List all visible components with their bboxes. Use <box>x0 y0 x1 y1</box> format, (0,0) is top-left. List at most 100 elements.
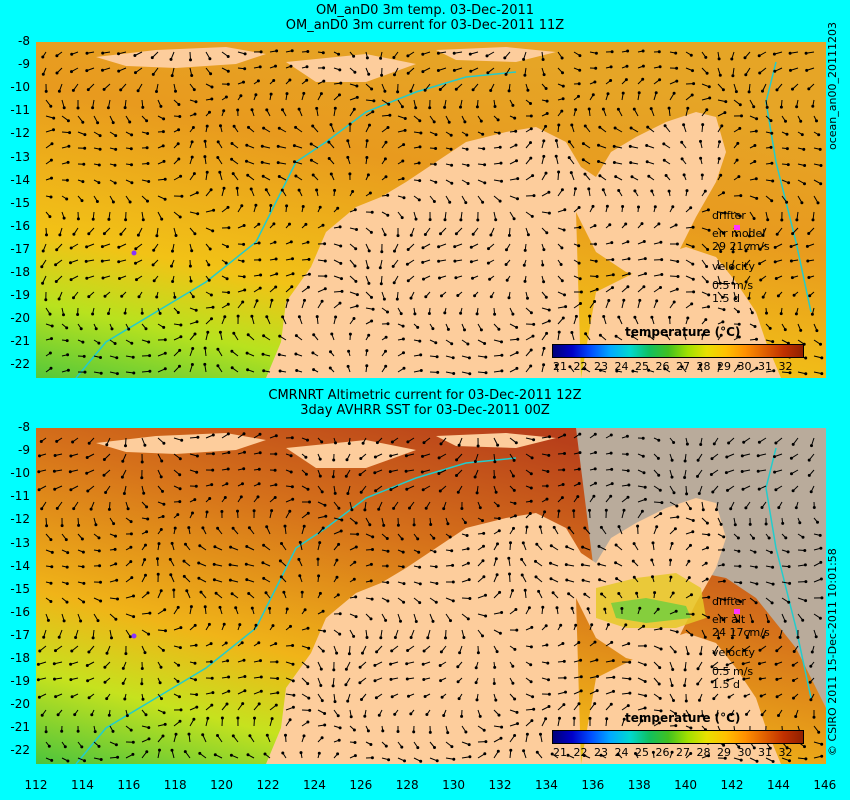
colorbar-tick-label: 31 <box>758 360 772 373</box>
current-vector-head <box>70 52 74 56</box>
current-vector-head <box>547 678 550 682</box>
current-vector-head <box>190 363 194 366</box>
current-vector-head <box>373 471 377 475</box>
current-vector-head <box>278 334 282 338</box>
current-vector-head <box>738 103 742 107</box>
current-vector-head <box>740 470 744 473</box>
current-vector-head <box>595 275 599 278</box>
current-vector-head <box>247 592 251 595</box>
current-vector-head <box>564 563 568 567</box>
current-vector-head <box>456 490 460 494</box>
current-vector-head <box>659 240 663 244</box>
current-vector-head <box>509 541 512 545</box>
current-vector-head <box>516 177 520 181</box>
current-vector-head <box>492 682 496 685</box>
current-vector-head <box>544 624 548 628</box>
current-vector-head <box>819 342 822 346</box>
current-vector-head <box>794 312 798 316</box>
current-vector-head <box>38 454 41 458</box>
current-vector-head <box>229 545 233 549</box>
current-vector-head <box>114 743 118 747</box>
current-vector-head <box>560 188 564 192</box>
current-vector-head <box>265 315 269 319</box>
current-vector-head <box>680 365 684 369</box>
current-vector-head <box>161 130 165 134</box>
current-vector-head <box>468 755 472 759</box>
current-vector-head <box>289 240 293 244</box>
current-vector-head <box>499 736 503 740</box>
current-vector-head <box>438 88 442 91</box>
current-vector-head <box>593 467 597 471</box>
current-vector-head <box>161 489 164 493</box>
current-vector-head <box>690 593 693 597</box>
lon-tick-label: 134 <box>534 778 558 792</box>
current-vector-head <box>675 504 679 508</box>
current-vector-head <box>434 180 438 184</box>
current-vector-head <box>711 490 715 494</box>
current-vector-head <box>514 129 518 133</box>
current-vector-head <box>391 264 395 268</box>
current-vector-head <box>199 590 203 594</box>
current-vector-head <box>50 142 54 146</box>
current-vector-head <box>564 690 567 694</box>
colorbar-tick-label: 24 <box>614 746 629 759</box>
current-vector-head <box>162 441 166 445</box>
current-vector-head <box>434 565 438 569</box>
current-vector-head <box>130 576 134 580</box>
current-vector-head <box>578 432 582 436</box>
current-vector-head <box>406 279 410 283</box>
current-vector-head <box>626 469 630 473</box>
current-vector-head <box>277 175 281 178</box>
current-vector-head <box>529 102 532 105</box>
current-vector-head <box>449 619 452 623</box>
current-vector-head <box>581 158 585 162</box>
current-vector-head <box>577 641 581 644</box>
current-vector-head <box>36 662 40 666</box>
current-vector-head <box>363 714 367 718</box>
current-vector-head <box>290 485 294 489</box>
current-vector-head <box>494 218 498 222</box>
current-vector-head <box>195 470 199 474</box>
current-vector-head <box>511 103 515 107</box>
current-vector-head <box>630 175 634 179</box>
current-vector-head <box>631 369 635 373</box>
current-vector-head <box>495 573 499 577</box>
current-vector-head <box>366 173 370 177</box>
current-vector-head <box>392 56 396 59</box>
current-vector-head <box>717 157 721 161</box>
current-vector-head <box>433 550 437 554</box>
colorbar-tick-label: 28 <box>696 746 711 759</box>
current-vector-head <box>570 331 574 334</box>
current-vector-head <box>467 356 471 360</box>
current-vector-head <box>616 107 620 111</box>
current-vector-head <box>424 295 428 299</box>
current-vector-head <box>626 49 630 53</box>
current-vector-head <box>335 651 339 655</box>
current-vector-head <box>819 577 823 581</box>
top-title-1: OM_anD0 3m temp. 03-Dec-2011 <box>315 3 535 18</box>
current-vector-head <box>250 108 254 112</box>
current-vector-head <box>292 144 296 148</box>
current-vector-head <box>653 205 657 209</box>
current-vector-head <box>207 278 211 282</box>
current-vector-head <box>159 104 163 108</box>
current-vector-head <box>278 559 282 563</box>
current-vector-head <box>147 726 151 730</box>
current-vector-head <box>664 174 668 177</box>
current-vector-head <box>65 197 69 201</box>
current-vector-head <box>760 713 764 717</box>
current-vector-head <box>481 634 484 638</box>
current-vector-head <box>184 542 187 546</box>
current-vector-head <box>83 759 86 763</box>
current-vector-head <box>76 729 80 733</box>
current-vector-head <box>594 481 597 485</box>
current-vector-head <box>785 132 789 136</box>
current-vector-head <box>100 245 104 249</box>
current-vector-head <box>306 285 310 289</box>
colorbar-tick-label: 22 <box>573 360 588 373</box>
current-vector-head <box>421 488 425 492</box>
current-vector-head <box>399 312 403 316</box>
current-vector-head <box>185 589 189 593</box>
current-vector-head <box>309 142 313 146</box>
current-vector-head <box>378 266 382 270</box>
